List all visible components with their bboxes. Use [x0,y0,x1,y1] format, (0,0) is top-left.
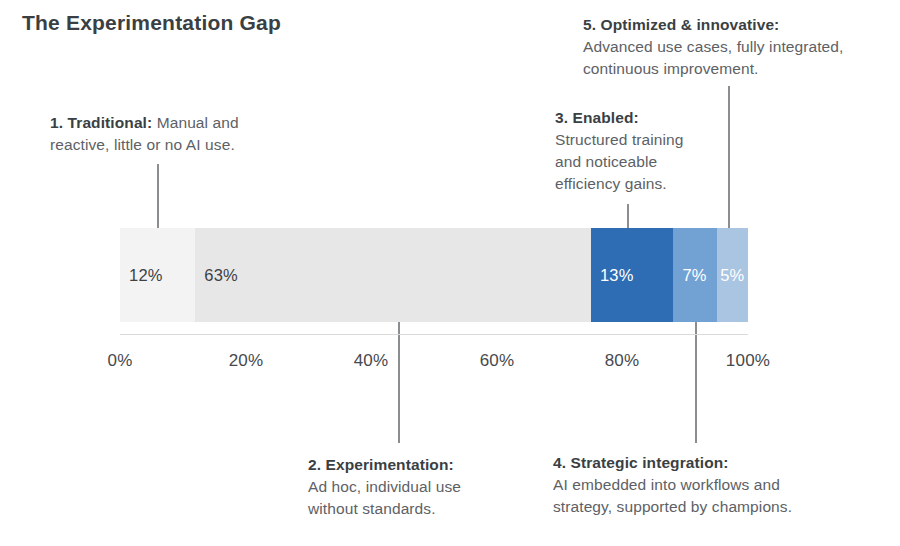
axis-line [120,334,748,335]
annotation-enabled: 3. Enabled:Structured training and notic… [555,107,707,195]
axis-tick-0: 0% [75,351,165,371]
annotation-enabled-body: Structured training and noticeable effic… [555,131,684,192]
axis-tick-100: 100% [703,351,793,371]
segment-label: 5% [720,266,744,285]
annotation-optimized-heading: 5. Optimized & innovative: [583,14,878,36]
annotation-experimentation-body: Ad hoc, individual use without standards… [308,478,461,517]
connector-line-experimentation [398,322,400,443]
segment-label: 13% [600,266,634,285]
bar-segment-enabled: 13% [591,228,673,322]
annotation-strategic: 4. Strategic integration:AI embedded int… [553,452,833,518]
annotation-traditional-heading: 1. Traditional: [50,114,152,131]
chart-canvas: The Experimentation Gap 1. Traditional: … [0,0,900,546]
segment-label: 7% [682,266,706,285]
annotation-optimized-body: Advanced use cases, fully integrated, co… [583,38,843,77]
axis-tick-80: 80% [577,351,667,371]
annotation-experimentation-heading: 2. Experimentation: [308,454,496,476]
page-title: The Experimentation Gap [22,11,281,35]
annotation-optimized: 5. Optimized & innovative:Advanced use c… [583,14,878,80]
annotation-traditional: 1. Traditional: Manual and reactive, lit… [50,112,262,156]
connector-line-strategic [695,322,697,443]
connector-line-enabled [627,204,629,228]
annotation-strategic-heading: 4. Strategic integration: [553,452,833,474]
segment-label: 63% [204,266,238,285]
stacked-bar: 12% 63% 13% 7% 5% [120,228,748,322]
annotation-enabled-heading: 3. Enabled: [555,107,707,129]
axis-tick-40: 40% [326,351,416,371]
connector-line-optimized [728,86,730,228]
segment-label: 12% [129,266,163,285]
axis-tick-20: 20% [201,351,291,371]
bar-segment-strategic: 7% [673,228,717,322]
connector-line-traditional [157,164,159,228]
annotation-strategic-body: AI embedded into workflows and strategy,… [553,476,792,515]
bar-segment-traditional: 12% [120,228,195,322]
annotation-experimentation: 2. Experimentation:Ad hoc, individual us… [308,454,496,520]
bar-segment-optimized: 5% [717,228,748,322]
axis-tick-60: 60% [452,351,542,371]
bar-segment-experimentation: 63% [195,228,591,322]
